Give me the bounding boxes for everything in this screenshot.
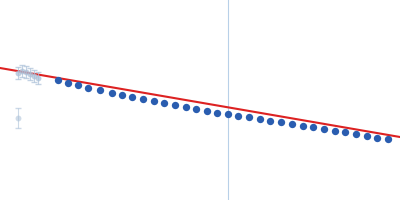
Point xyxy=(332,129,338,133)
Point xyxy=(35,76,41,80)
Point xyxy=(31,74,37,78)
Point xyxy=(97,88,103,92)
Point xyxy=(15,116,21,120)
Point xyxy=(172,103,178,107)
Point xyxy=(183,105,189,109)
Point xyxy=(267,119,273,123)
Point xyxy=(246,115,252,119)
Point xyxy=(289,122,295,126)
Point xyxy=(310,125,316,129)
Point xyxy=(65,81,71,85)
Point xyxy=(257,117,263,121)
Point xyxy=(19,69,25,73)
Point xyxy=(109,91,115,95)
Point xyxy=(385,137,391,141)
Point xyxy=(151,99,157,103)
Point xyxy=(300,124,306,128)
Point xyxy=(214,111,220,115)
Point xyxy=(364,134,370,138)
Point xyxy=(15,71,21,75)
Point xyxy=(161,101,167,105)
Point xyxy=(193,107,199,111)
Point xyxy=(278,120,284,124)
Point xyxy=(235,114,241,118)
Point xyxy=(321,127,327,131)
Point xyxy=(75,83,81,87)
Point xyxy=(55,78,61,82)
Point xyxy=(342,130,348,134)
Point xyxy=(85,86,91,90)
Point xyxy=(225,112,231,116)
Point xyxy=(27,72,33,76)
Point xyxy=(23,70,29,74)
Point xyxy=(353,132,359,136)
Point xyxy=(119,93,125,97)
Point xyxy=(374,136,380,140)
Point xyxy=(129,95,135,99)
Point xyxy=(140,97,146,101)
Point xyxy=(204,109,210,113)
